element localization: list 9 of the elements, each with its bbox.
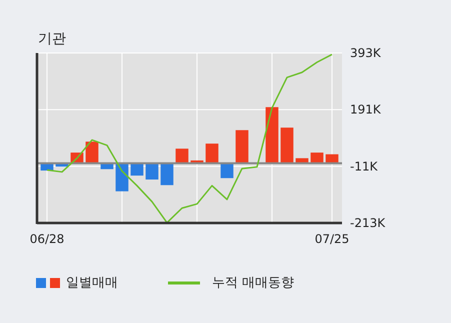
legend-label: 누적 매매동향 [212,276,294,290]
y-tick-label: -213K [350,216,386,230]
x-tick-label: 07/25 [314,232,350,246]
legend-label: 일별매매 [66,276,118,290]
y-tick-label: 191K [350,102,382,117]
x-tick-label: 06/28 [30,232,64,246]
y-tick-label: 393K [350,46,382,60]
chart-title: 기관 [38,31,66,47]
y-tick-label: -11K [350,159,379,174]
